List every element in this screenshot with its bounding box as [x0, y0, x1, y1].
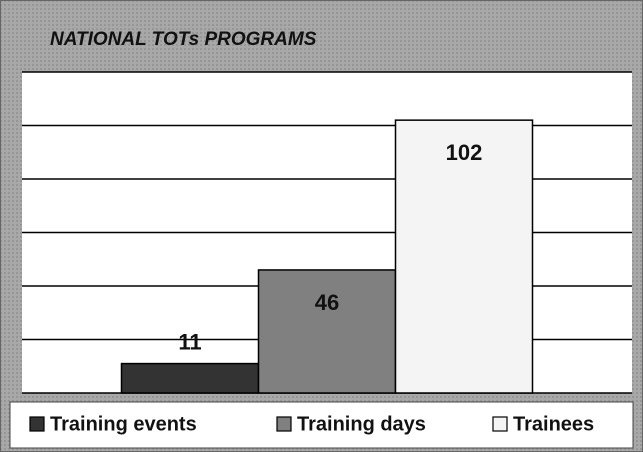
value-label: 102	[446, 140, 483, 165]
bar	[394, 119, 534, 394]
legend-swatch	[276, 416, 292, 432]
value-label: 46	[315, 290, 339, 315]
chart-title: NATIONAL TOTs PROGRAMS	[50, 29, 317, 50]
legend-label: Training days	[297, 413, 426, 435]
legend	[9, 401, 634, 449]
legend-label: Training events	[50, 413, 197, 435]
value-label: 11	[178, 329, 201, 354]
legend-label: Trainees	[513, 413, 594, 435]
bar	[257, 269, 397, 394]
bar	[120, 362, 260, 394]
legend-swatch	[492, 416, 508, 432]
legend-swatch	[29, 416, 45, 432]
